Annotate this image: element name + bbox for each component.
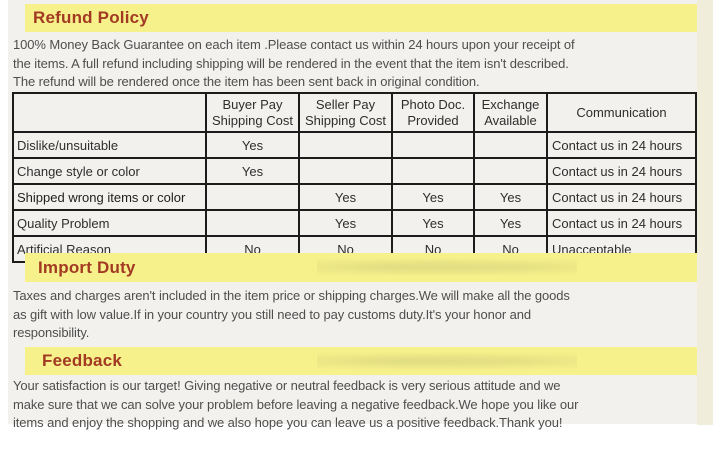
import-duty-banner: Import Duty xyxy=(25,253,697,282)
feedback-title: Feedback xyxy=(42,351,123,370)
refund-policy-text: 100% Money Back Guarantee on each item .… xyxy=(13,37,575,89)
refund-conditions-table: Buyer Pay Shipping Cost Seller Pay Shipp… xyxy=(12,92,697,263)
table-cell: Yes xyxy=(391,209,475,237)
table-cell: Contact us in 24 hours xyxy=(546,209,697,237)
right-margin-strip xyxy=(697,0,713,425)
table-cell: Contact us in 24 hours xyxy=(546,157,697,185)
table-cell xyxy=(391,157,475,185)
row-label: Quality Problem xyxy=(12,209,207,237)
header-buyer-pay: Buyer Pay Shipping Cost xyxy=(205,92,300,133)
import-duty-text: Taxes and charges aren't included in the… xyxy=(13,288,570,340)
table-cell xyxy=(298,131,393,159)
refund-policy-title: Refund Policy xyxy=(33,8,149,27)
table-cell: Yes xyxy=(473,209,548,237)
table-cell: Contact us in 24 hours xyxy=(546,183,697,211)
header-exchange: Exchange Available xyxy=(473,92,548,133)
table-row: Dislike/unsuitable Yes Contact us in 24 … xyxy=(12,131,697,159)
row-label: Change style or color xyxy=(12,157,207,185)
table-row: Quality Problem Yes Yes Yes Contact us i… xyxy=(12,209,697,237)
table-cell xyxy=(473,131,548,159)
import-duty-title: Import Duty xyxy=(38,257,136,277)
watermark-smudge xyxy=(317,257,577,277)
table-row: Change style or color Yes Contact us in … xyxy=(12,157,697,185)
table-cell: Yes xyxy=(205,131,300,159)
watermark-smudge xyxy=(317,351,577,371)
refund-policy-banner: Refund Policy xyxy=(25,4,697,32)
table-cell: Yes xyxy=(205,157,300,185)
table-cell: Yes xyxy=(391,183,475,211)
table-row: Shipped wrong items or color Yes Yes Yes… xyxy=(12,183,697,211)
table-cell xyxy=(391,131,475,159)
table-cell: Contact us in 24 hours xyxy=(546,131,697,159)
table-cell: Yes xyxy=(298,209,393,237)
header-photo-doc: Photo Doc. Provided xyxy=(391,92,475,133)
table-cell: Yes xyxy=(473,183,548,211)
feedback-text: Your satisfaction is our target! Giving … xyxy=(13,378,579,430)
row-label: Shipped wrong items or color xyxy=(12,183,207,211)
table-cell: Yes xyxy=(298,183,393,211)
table-cell xyxy=(473,157,548,185)
table-cell xyxy=(298,157,393,185)
table-cell xyxy=(205,209,300,237)
header-blank xyxy=(12,92,207,133)
table-header-row: Buyer Pay Shipping Cost Seller Pay Shipp… xyxy=(12,92,697,133)
feedback-banner: Feedback xyxy=(25,347,697,375)
header-communication: Communication xyxy=(546,92,697,133)
table-cell xyxy=(205,183,300,211)
header-seller-pay: Seller Pay Shipping Cost xyxy=(298,92,393,133)
row-label: Dislike/unsuitable xyxy=(12,131,207,159)
